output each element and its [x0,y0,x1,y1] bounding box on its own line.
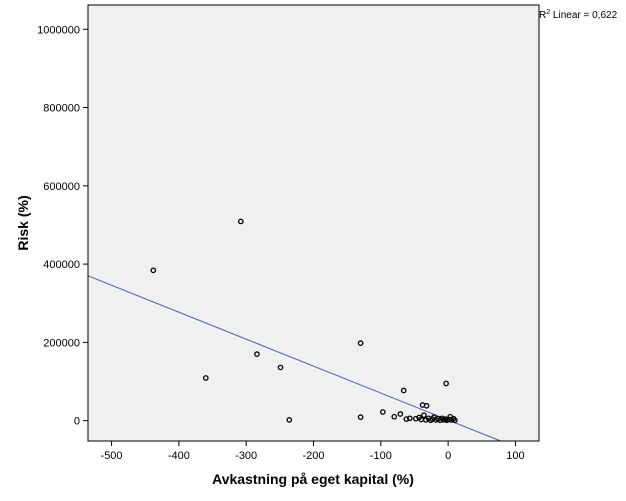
x-tick-label: -500 [101,450,123,462]
x-axis-title: Avkastning på eget kapital (%) [212,471,414,487]
data-point [277,364,284,371]
x-tick-label: -200 [302,450,324,462]
data-point [286,417,293,423]
data-point [406,415,413,422]
data-point [452,417,458,424]
data-point [397,411,404,417]
x-tick-label: -300 [235,450,257,462]
data-point [423,402,430,409]
plot-frame [87,4,540,442]
y-axis-title: Risk (%) [15,195,31,250]
data-point [391,413,398,420]
data-point [254,351,260,357]
data-point [403,416,410,422]
x-tick-label: -100 [370,450,392,462]
data-point [357,414,364,420]
data-point [443,380,449,387]
r-squared-sup: 2 [546,9,550,16]
data-point [421,412,427,419]
data-point [150,267,157,274]
r-squared-r: R [539,10,546,21]
plot-area [88,5,539,441]
r-squared-annotation: R2 Linear = 0,622 [539,9,618,21]
y-tick-label: 400000 [43,259,80,271]
y-tick-label: 600000 [43,181,80,193]
data-point [237,218,244,225]
data-point [379,409,386,415]
y-tick-label: 0 [74,416,80,428]
data-point [202,375,209,381]
linear-fit-line [87,275,501,442]
x-tick-label: -400 [168,450,190,462]
x-tick-label: 100 [506,450,524,462]
data-point [400,387,407,394]
y-tick-label: 800000 [43,103,80,115]
data-point [357,340,364,347]
r-squared-text: Linear = 0,622 [550,10,617,21]
x-tick-label: 0 [445,450,451,462]
y-tick-label: 200000 [43,337,80,349]
y-tick-label: 1000000 [37,24,80,36]
